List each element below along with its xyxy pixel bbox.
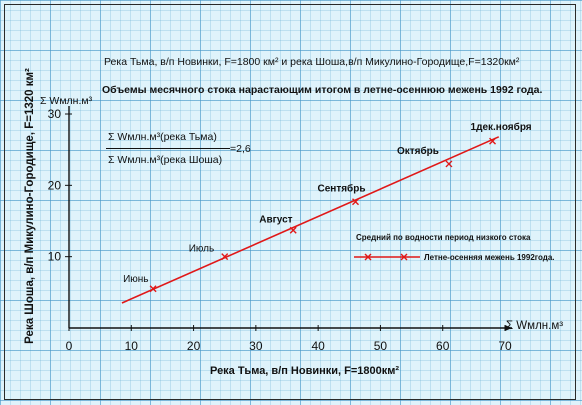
data-point: Июль (189, 244, 229, 261)
point-marker (289, 226, 297, 234)
point-label: Октябрь (397, 145, 439, 157)
x-tick-label: 20 (187, 339, 201, 353)
legend-title: Средний по водности период низкого стока (356, 233, 531, 242)
y-axis-title: Река Шоша, в/п Микулино-Городище, F=1320… (24, 68, 36, 344)
trend-line (121, 136, 500, 304)
axes (68, 106, 512, 331)
point-label: Июнь (123, 274, 148, 285)
data-point: Июнь (123, 274, 157, 293)
data-points: Июнь Июль Август Сентябрь Октябрь 1дек.ноября (123, 121, 532, 293)
point-label: Сентябрь (318, 183, 366, 195)
point-marker (445, 160, 453, 168)
chart-frame (4, 4, 576, 400)
x-tick-label: 30 (249, 339, 263, 353)
point-label: 1дек.ноября (471, 121, 532, 133)
x-tick-label: 40 (311, 339, 325, 353)
x-tick-label: 0 (66, 339, 73, 353)
x-tick-label: 50 (374, 339, 388, 353)
legend-series-label: Летне-осенняя межень 1992года. (424, 253, 555, 262)
ratio-numerator: Σ Wмлн.м³(река Тьма) (108, 131, 217, 143)
point-marker (489, 137, 497, 145)
x-tick-label: 10 (125, 339, 139, 353)
data-point: Сентябрь (318, 183, 366, 206)
x-axis-unit: Σ Wмлн.м³ (506, 320, 564, 332)
data-point: Октябрь (397, 145, 453, 168)
x-tick-label: 70 (498, 339, 512, 353)
chart-title: Река Тьма, в/п Новинки, F=1800 км² и рек… (104, 56, 520, 68)
point-marker (352, 198, 360, 206)
legend-marker (400, 253, 408, 261)
chart-subtitle: Объемы месячного стока нарастающим итого… (102, 84, 543, 96)
data-point: Август (259, 214, 297, 234)
y-tick-label: 30 (48, 107, 62, 121)
y-tick-label: 20 (48, 178, 62, 192)
x-axis-arrow (505, 325, 512, 331)
x-tick-label: 60 (436, 339, 450, 353)
y-axis-unit: Σ Wмлн.м³ (40, 95, 93, 107)
point-label: Июль (189, 244, 215, 255)
ratio-denominator: Σ Wмлн.м³(река Шоша) (108, 154, 223, 166)
ratio-fraction-bar (106, 148, 230, 149)
legend-sample (354, 253, 420, 261)
ratio-value: =2,6 (230, 143, 251, 155)
x-axis-title: Река Тьма, в/п Новинки, F=1800км² (210, 365, 400, 377)
legend-marker (364, 253, 372, 261)
data-point: 1дек.ноября (471, 121, 532, 145)
point-label: Август (259, 214, 292, 225)
point-marker (221, 253, 229, 261)
ticks: 0 10 20 30 40 50 60 70 10 20 30 (48, 107, 512, 353)
point-marker (149, 285, 157, 293)
y-tick-label: 10 (48, 250, 62, 264)
